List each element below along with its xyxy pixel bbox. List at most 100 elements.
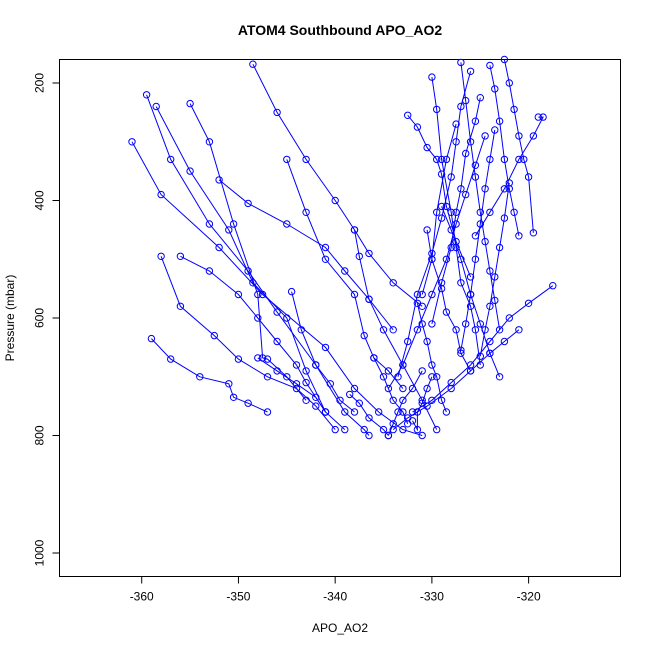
data-point — [447, 243, 455, 252]
data-point — [515, 232, 523, 240]
series-17 — [486, 61, 523, 240]
data-point — [418, 431, 426, 440]
data-point — [418, 367, 426, 375]
data-point — [408, 384, 417, 393]
data-point — [312, 393, 320, 401]
data-point — [413, 408, 422, 416]
data-point — [273, 108, 281, 117]
series-29 — [408, 373, 436, 434]
data-point — [476, 208, 484, 217]
data-point — [481, 185, 489, 193]
data-point — [442, 255, 451, 263]
data-point — [384, 367, 393, 375]
data-point — [433, 208, 441, 217]
data-point — [389, 425, 397, 434]
series-line — [387, 135, 486, 389]
data-point — [404, 111, 412, 120]
data-point — [452, 243, 460, 252]
x-axis: -360 -350 -340 -330 -320 — [130, 576, 541, 604]
data-point — [389, 420, 397, 428]
data-point — [491, 126, 499, 134]
data-point — [273, 367, 281, 375]
data-point — [457, 279, 465, 287]
data-point — [355, 399, 363, 407]
data-point — [462, 320, 470, 328]
series-25 — [457, 126, 499, 354]
data-point — [423, 337, 431, 346]
data-point — [365, 249, 373, 258]
y-tick-label: 400 — [33, 190, 47, 210]
data-point — [370, 354, 378, 362]
x-tick-label: -350 — [226, 590, 250, 604]
data-point — [205, 220, 214, 228]
data-point — [167, 155, 175, 164]
data-point — [476, 320, 484, 328]
data-point — [360, 425, 368, 434]
data-point — [365, 431, 373, 440]
series-4 — [147, 334, 272, 416]
data-point — [500, 185, 509, 193]
data-point — [437, 214, 446, 222]
data-point — [302, 155, 310, 164]
data-point — [539, 113, 547, 121]
data-point — [486, 349, 494, 357]
data-point — [486, 61, 494, 70]
data-point — [462, 190, 470, 199]
data-point — [423, 143, 431, 152]
data-point — [423, 226, 431, 234]
y-axis-label: Pressure (mbar) — [3, 275, 17, 362]
data-point — [495, 373, 504, 381]
series-28 — [413, 299, 451, 416]
data-point — [413, 425, 422, 434]
data-point — [263, 373, 272, 381]
data-point — [486, 337, 494, 346]
data-point — [437, 396, 446, 404]
data-point — [283, 220, 291, 228]
data-point — [186, 99, 194, 108]
y-axis: 200 400 600 800 1000 — [33, 73, 60, 566]
data-point — [471, 255, 480, 263]
series-line — [131, 141, 423, 436]
data-point — [263, 408, 272, 416]
data-point — [491, 273, 499, 281]
data-point — [515, 132, 523, 140]
series-line — [252, 63, 423, 307]
data-point — [510, 208, 518, 217]
series-line — [373, 357, 409, 424]
series-8 — [249, 60, 426, 310]
data-point — [486, 208, 494, 217]
data-point — [428, 361, 436, 369]
data-point — [142, 91, 151, 99]
series-2 — [152, 102, 349, 434]
data-point — [147, 334, 156, 343]
data-point — [302, 378, 310, 387]
x-tick-label: -320 — [517, 590, 541, 604]
series-line — [474, 116, 544, 237]
data-point — [365, 414, 373, 422]
series-line — [412, 376, 433, 432]
data-point — [292, 361, 301, 369]
data-point — [534, 113, 542, 121]
data-point — [389, 326, 397, 334]
data-point — [495, 117, 504, 125]
data-point — [457, 349, 465, 357]
data-point — [399, 408, 407, 416]
y-tick-label: 1000 — [33, 539, 47, 566]
data-point — [389, 279, 397, 287]
data-point — [176, 302, 185, 310]
data-point — [491, 85, 499, 93]
data-point — [500, 55, 509, 64]
data-point — [437, 279, 446, 287]
series-18 — [500, 55, 538, 237]
series-line — [421, 123, 457, 295]
data-point — [437, 170, 446, 178]
data-point — [529, 132, 538, 140]
series-line — [146, 94, 370, 436]
data-point — [491, 296, 499, 305]
data-point — [486, 302, 494, 310]
data-point — [360, 331, 368, 340]
data-point — [176, 252, 185, 260]
data-point — [433, 155, 441, 164]
data-point — [341, 267, 349, 275]
data-point — [244, 267, 252, 275]
